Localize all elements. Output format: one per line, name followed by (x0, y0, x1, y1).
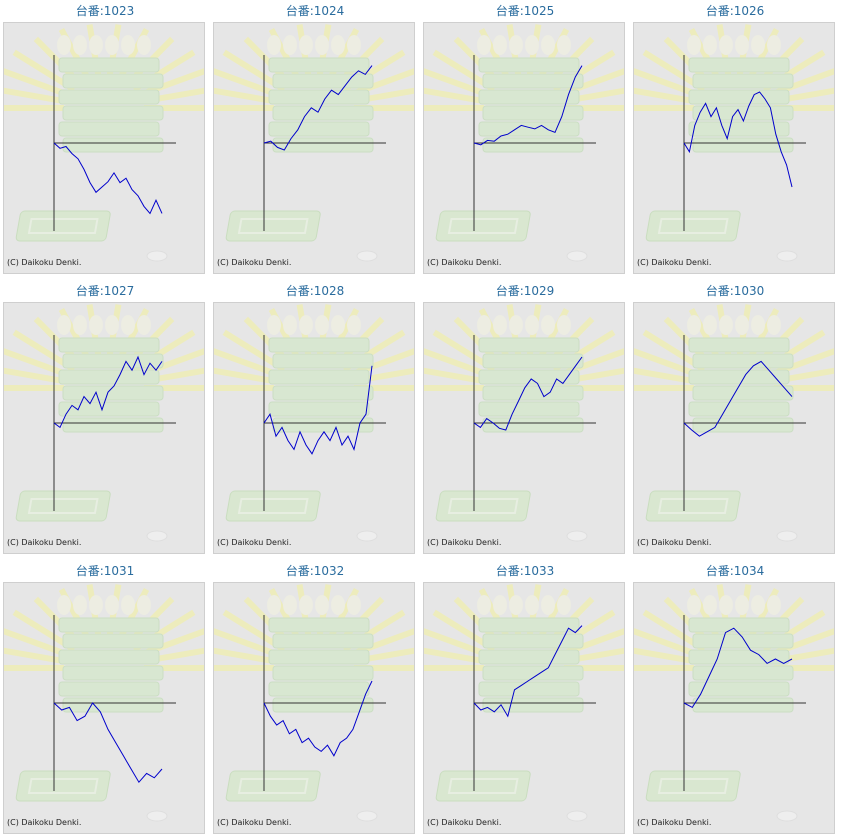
payout-graph-panel[interactable]: (C) Daikoku Denki. (3, 22, 205, 274)
payout-graph-panel[interactable]: (C) Daikoku Denki. (423, 582, 625, 834)
payout-line-chart (424, 24, 624, 262)
copyright-text: (C) Daikoku Denki. (427, 258, 502, 267)
copyright-text: (C) Daikoku Denki. (637, 538, 712, 547)
payout-series-line (683, 627, 793, 709)
machine-number-title[interactable]: 台番:1024 (285, 4, 345, 18)
payout-line-chart (4, 304, 204, 542)
payout-series-line (683, 360, 793, 437)
machine-graph-cell: 台番:1032 (C) Daikoku Denki. (213, 560, 417, 835)
payout-line-chart (634, 24, 834, 262)
payout-line-chart (634, 584, 834, 822)
payout-graph-panel[interactable]: (C) Daikoku Denki. (423, 22, 625, 274)
machine-illustration-background (424, 304, 624, 542)
machine-number-title[interactable]: 台番:1027 (75, 284, 135, 298)
copyright-text: (C) Daikoku Denki. (427, 818, 502, 827)
machine-number-title[interactable]: 台番:1031 (75, 564, 135, 578)
copyright-text: (C) Daikoku Denki. (217, 538, 292, 547)
machine-number-title[interactable]: 台番:1033 (495, 564, 555, 578)
machine-illustration-background (634, 24, 834, 262)
payout-series-line (473, 625, 583, 718)
payout-graph-panel[interactable]: (C) Daikoku Denki. (3, 582, 205, 834)
machine-graph-cell: 台番:1025 (C) Daikoku Denki. (423, 0, 627, 275)
payout-series-line (53, 702, 163, 784)
machine-graph-cell: 台番:1028 (C) Daikoku Denki. (213, 280, 417, 555)
payout-graph-panel[interactable]: (C) Daikoku Denki. (423, 302, 625, 554)
machine-number-title[interactable]: 台番:1025 (495, 4, 555, 18)
payout-series-line (683, 91, 793, 188)
payout-line-chart (214, 304, 414, 542)
machine-graph-cell: 台番:1027 (C) Daikoku Denki. (3, 280, 207, 555)
payout-series-line (263, 680, 373, 757)
machine-graph-cell: 台番:1033 (C) Daikoku Denki. (423, 560, 627, 835)
machine-graph-cell: 台番:1034 (C) Daikoku Denki. (633, 560, 837, 835)
payout-series-line (473, 65, 583, 146)
copyright-text: (C) Daikoku Denki. (217, 258, 292, 267)
machine-graph-cell: 台番:1023 (C) Daikoku Denki. (3, 0, 207, 275)
copyright-text: (C) Daikoku Denki. (217, 818, 292, 827)
copyright-text: (C) Daikoku Denki. (7, 818, 82, 827)
machine-illustration-background (4, 24, 204, 262)
machine-illustration-background (634, 584, 834, 822)
payout-graph-panel[interactable]: (C) Daikoku Denki. (633, 22, 835, 274)
machine-illustration-background (4, 584, 204, 822)
machine-illustration-background (214, 24, 414, 262)
payout-line-chart (214, 24, 414, 262)
copyright-text: (C) Daikoku Denki. (427, 538, 502, 547)
payout-series-line (53, 355, 163, 429)
machine-number-title[interactable]: 台番:1029 (495, 284, 555, 298)
machine-illustration-background (4, 304, 204, 542)
copyright-text: (C) Daikoku Denki. (637, 818, 712, 827)
payout-line-chart (424, 304, 624, 542)
copyright-text: (C) Daikoku Denki. (7, 258, 82, 267)
payout-series-line (53, 142, 163, 215)
payout-line-chart (214, 584, 414, 822)
machine-number-title[interactable]: 台番:1032 (285, 564, 345, 578)
machine-graph-cell: 台番:1026 (C) Daikoku Denki. (633, 0, 837, 275)
machine-illustration-background (214, 584, 414, 822)
machine-number-title[interactable]: 台番:1023 (75, 4, 135, 18)
payout-graph-panel[interactable]: (C) Daikoku Denki. (213, 302, 415, 554)
payout-line-chart (4, 24, 204, 262)
payout-series-line (473, 356, 583, 431)
machine-graph-cell: 台番:1024 (C) Daikoku Denki. (213, 0, 417, 275)
machine-graph-cell: 台番:1030 (C) Daikoku Denki. (633, 280, 837, 555)
payout-series-line (263, 65, 373, 151)
machine-illustration-background (214, 304, 414, 542)
payout-graph-panel[interactable]: (C) Daikoku Denki. (633, 582, 835, 834)
payout-graph-panel[interactable]: (C) Daikoku Denki. (213, 22, 415, 274)
copyright-text: (C) Daikoku Denki. (637, 258, 712, 267)
machine-number-title[interactable]: 台番:1028 (285, 284, 345, 298)
payout-line-chart (634, 304, 834, 542)
machine-number-title[interactable]: 台番:1034 (705, 564, 765, 578)
machine-illustration-background (634, 304, 834, 542)
machine-number-title[interactable]: 台番:1030 (705, 284, 765, 298)
payout-graph-panel[interactable]: (C) Daikoku Denki. (3, 302, 205, 554)
payout-line-chart (4, 584, 204, 822)
machine-graph-cell: 台番:1031 (C) Daikoku Denki. (3, 560, 207, 835)
machine-graph-cell: 台番:1029 (C) Daikoku Denki. (423, 280, 627, 555)
payout-line-chart (424, 584, 624, 822)
payout-graph-panel[interactable]: (C) Daikoku Denki. (213, 582, 415, 834)
payout-graph-panel[interactable]: (C) Daikoku Denki. (633, 302, 835, 554)
payout-series-line (263, 365, 373, 455)
machine-number-title[interactable]: 台番:1026 (705, 4, 765, 18)
machine-illustration-background (424, 24, 624, 262)
machine-illustration-background (424, 584, 624, 822)
copyright-text: (C) Daikoku Denki. (7, 538, 82, 547)
